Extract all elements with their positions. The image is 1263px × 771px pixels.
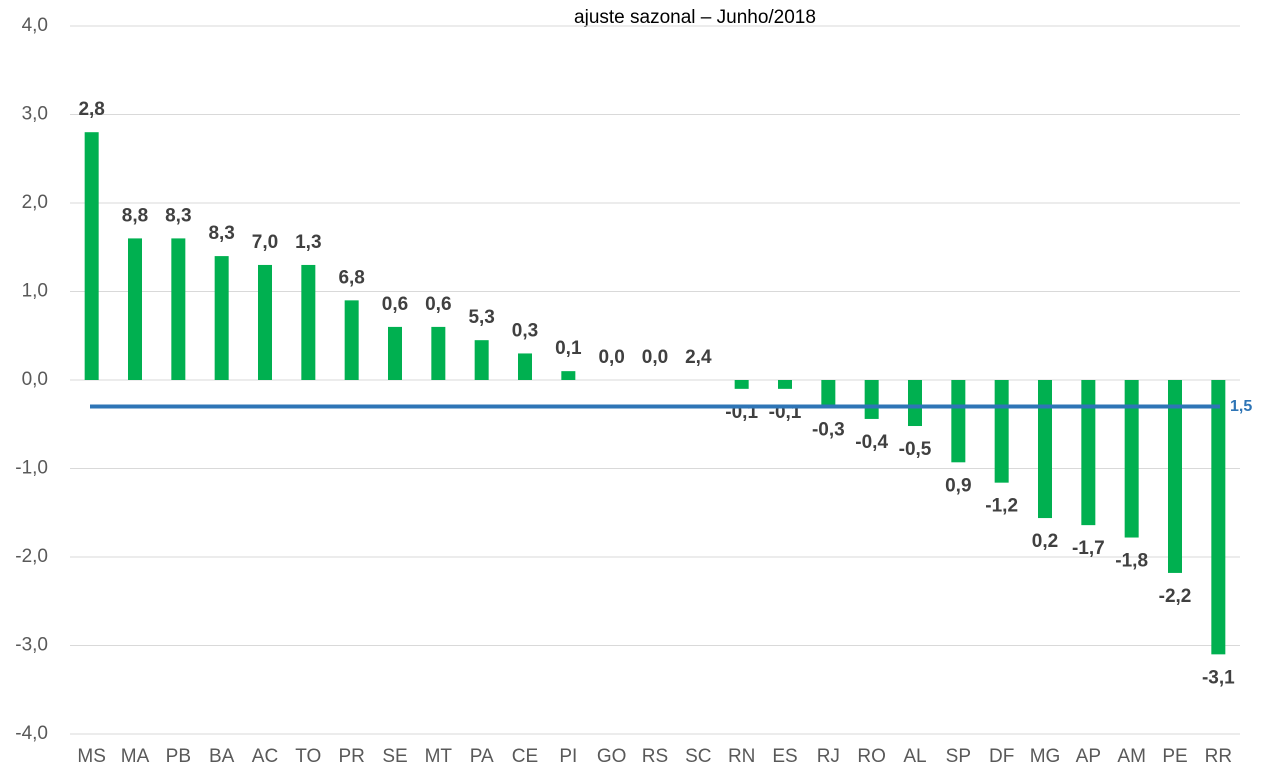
data-label: 5,3	[468, 307, 494, 328]
bar	[1168, 380, 1182, 573]
bar	[84, 132, 99, 380]
x-tick-label: AM	[1117, 746, 1146, 767]
data-label: 8,3	[165, 205, 191, 226]
bar	[734, 380, 749, 389]
x-tick-label: PR	[338, 746, 364, 767]
bar	[561, 371, 576, 380]
x-tick-label: MS	[77, 746, 106, 767]
bar	[778, 380, 792, 389]
x-tick-label: RO	[857, 746, 886, 767]
reference-label: 1,5	[1230, 398, 1252, 415]
x-tick-label: PE	[1162, 746, 1187, 767]
data-label: -1,7	[1072, 538, 1105, 559]
data-label: -0,4	[855, 432, 888, 453]
data-label: -3,1	[1202, 667, 1235, 688]
bar	[388, 326, 402, 380]
bar	[214, 256, 229, 380]
y-tick-label: 2,0	[22, 192, 48, 213]
bar	[908, 380, 922, 427]
x-tick-label: PI	[559, 746, 577, 767]
data-label: 8,3	[208, 223, 234, 244]
bar	[344, 300, 359, 380]
data-label: -1,2	[985, 496, 1018, 517]
data-label: 0,2	[1032, 531, 1058, 552]
x-tick-label: PB	[166, 746, 191, 767]
y-tick-label: -3,0	[15, 635, 48, 656]
x-tick-label: MT	[425, 746, 453, 767]
data-label: 8,8	[122, 205, 148, 226]
data-label: 0,0	[598, 347, 624, 368]
bar	[431, 326, 446, 380]
bar	[474, 340, 489, 380]
data-label: 0,6	[382, 294, 408, 315]
data-label: -1,8	[1115, 551, 1148, 572]
data-label: 2,8	[78, 99, 104, 120]
y-tick-label: 1,0	[22, 281, 48, 302]
x-tick-label: TO	[295, 746, 321, 767]
x-tick-label: RS	[642, 746, 668, 767]
bar	[1081, 380, 1096, 526]
x-tick-label: SP	[946, 746, 971, 767]
chart-title: ajuste sazonal – Junho/2018	[574, 7, 816, 28]
data-label: 0,3	[512, 320, 538, 341]
y-tick-label: -2,0	[15, 546, 48, 567]
bar	[1124, 380, 1139, 538]
x-tick-label: RJ	[817, 746, 840, 767]
data-label: 0,1	[555, 338, 582, 359]
x-tick-label: AP	[1076, 746, 1101, 767]
bar	[1038, 380, 1052, 519]
bar	[258, 264, 272, 380]
y-tick-label: 4,0	[22, 15, 48, 36]
x-tick-label: AL	[903, 746, 926, 767]
x-tick-label: AC	[252, 746, 278, 767]
x-tick-label: SC	[685, 746, 711, 767]
data-label: 0,0	[642, 347, 668, 368]
bar	[821, 380, 836, 407]
data-label: -0,3	[812, 420, 845, 441]
y-tick-label: 0,0	[22, 369, 48, 390]
data-label: -2,2	[1159, 586, 1192, 607]
y-tick-label: 3,0	[22, 104, 48, 125]
x-tick-label: ES	[772, 746, 797, 767]
x-tick-label: MG	[1030, 746, 1061, 767]
x-tick-label: SE	[382, 746, 407, 767]
data-label: 2,4	[685, 347, 712, 368]
bar	[951, 380, 966, 463]
data-label: 0,9	[945, 475, 971, 496]
data-label: 1,3	[295, 232, 321, 253]
y-tick-label: -4,0	[15, 723, 48, 744]
x-tick-label: RN	[728, 746, 755, 767]
bar	[994, 380, 1009, 483]
x-tick-label: GO	[597, 746, 627, 767]
data-label: 0,6	[425, 294, 451, 315]
data-label: -0,5	[899, 439, 932, 460]
x-tick-label: DF	[989, 746, 1014, 767]
x-tick-label: BA	[209, 746, 235, 767]
data-label: 7,0	[252, 232, 278, 253]
x-tick-label: RR	[1205, 746, 1232, 767]
x-tick-label: CE	[512, 746, 538, 767]
bar	[864, 380, 879, 419]
bar	[1211, 380, 1226, 655]
x-tick-label: MA	[121, 746, 150, 767]
x-tick-label: PA	[470, 746, 494, 767]
bar	[171, 238, 186, 380]
data-label: 6,8	[338, 267, 364, 288]
y-tick-label: -1,0	[15, 458, 48, 479]
bar	[518, 353, 532, 380]
bar	[128, 238, 142, 380]
bar	[301, 264, 316, 380]
